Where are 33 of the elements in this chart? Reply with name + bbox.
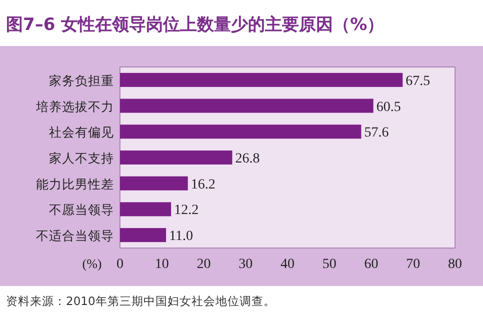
bar [120,98,374,113]
bar [120,72,403,87]
data-label: 11.0 [169,229,194,244]
y-tick-label: 社会有偏见 [49,124,114,140]
data-label: 16.2 [190,177,216,192]
x-tick-label: 20 [196,257,211,272]
x-tick-label: 0 [116,257,124,272]
y-tick-label: 能力比男性差 [36,176,114,192]
text: 资料来源：2010年第三期中国妇女社会地位调查。 [6,294,276,308]
x-tick-label: 60 [364,257,378,272]
y-tick-label: 家人不支持 [49,150,114,166]
bar [120,150,232,164]
x-tick-label: 70 [406,257,420,272]
bar [120,124,362,139]
y-tick-label: 不愿当领导 [49,202,114,218]
x-tick-label: 80 [448,257,462,272]
data-label: 12.2 [174,203,199,218]
x-axis-title: (%) [82,256,102,271]
data-label: 57.6 [364,126,389,141]
x-tick-label: 10 [154,257,169,272]
data-label: 26.8 [235,152,260,166]
data-label: 60.5 [376,100,401,115]
x-tick-label: 50 [322,257,336,272]
bar [120,202,172,216]
bar [120,228,166,242]
chart-title: 图7–6 女性在领导岗位上数量少的主要原因（%） [6,15,384,35]
y-tick-label: 家务负担重 [49,72,114,88]
x-tick-label: 40 [280,257,294,272]
data-label: 67.5 [406,74,430,89]
x-tick-label: 30 [238,257,253,272]
y-tick-label: 培养选拔不力 [35,98,114,114]
y-tick-label: 不适合当领导 [36,228,114,244]
bar [120,176,188,190]
